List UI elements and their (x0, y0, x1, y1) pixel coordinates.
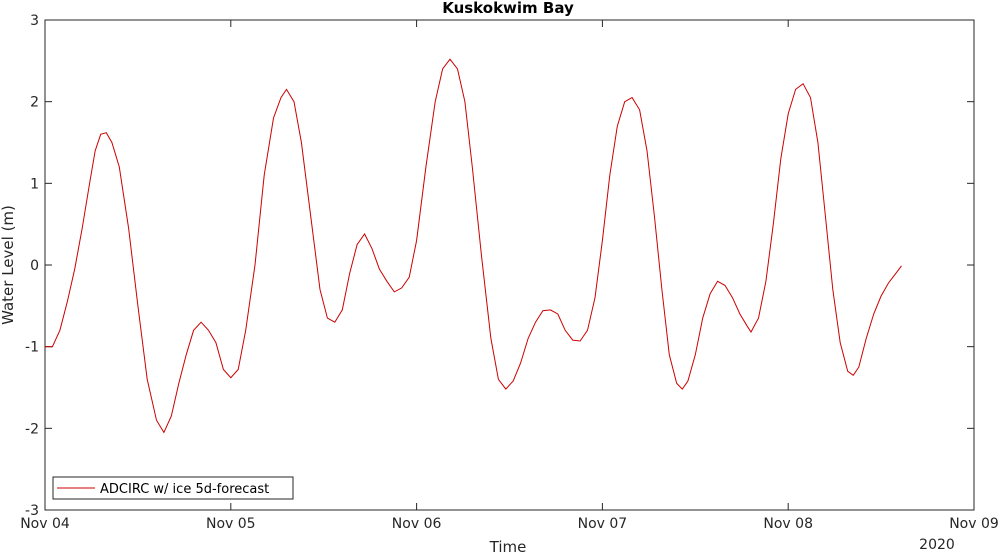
y-tick-label: -1 (25, 340, 39, 356)
legend-label: ADCIRC w/ ice 5d-forecast (100, 482, 269, 497)
x-axis-label: Time (489, 538, 527, 554)
x-tick-label: Nov 05 (206, 516, 256, 532)
y-tick-label: -2 (25, 421, 39, 437)
y-axis-ticks: -3 -2 -1 0 1 2 3 (25, 13, 974, 519)
y-tick-label: 0 (30, 258, 39, 274)
x-axis-ticks: Nov 04 Nov 05 Nov 06 Nov 07 Nov 08 Nov 09 (20, 20, 999, 532)
x-tick-label: Nov 08 (763, 516, 813, 532)
chart-title: Kuskokwim Bay (442, 0, 574, 17)
y-tick-label: 2 (30, 95, 39, 111)
x-axis-year-label: 2020 (919, 537, 955, 553)
x-tick-label: Nov 09 (949, 516, 999, 532)
y-axis-label: Water Level (m) (0, 205, 17, 325)
x-tick-label: Nov 07 (578, 516, 628, 532)
y-tick-label: -3 (25, 503, 39, 519)
legend-box (52, 476, 294, 500)
legend: ADCIRC w/ ice 5d-forecast (52, 476, 294, 500)
plot-area (44, 19, 975, 511)
y-tick-label: 3 (30, 13, 39, 29)
x-tick-label: Nov 04 (20, 516, 70, 532)
x-tick-label: Nov 06 (392, 516, 442, 532)
y-tick-label: 1 (30, 176, 39, 192)
series-line-adcirc (45, 58, 902, 434)
